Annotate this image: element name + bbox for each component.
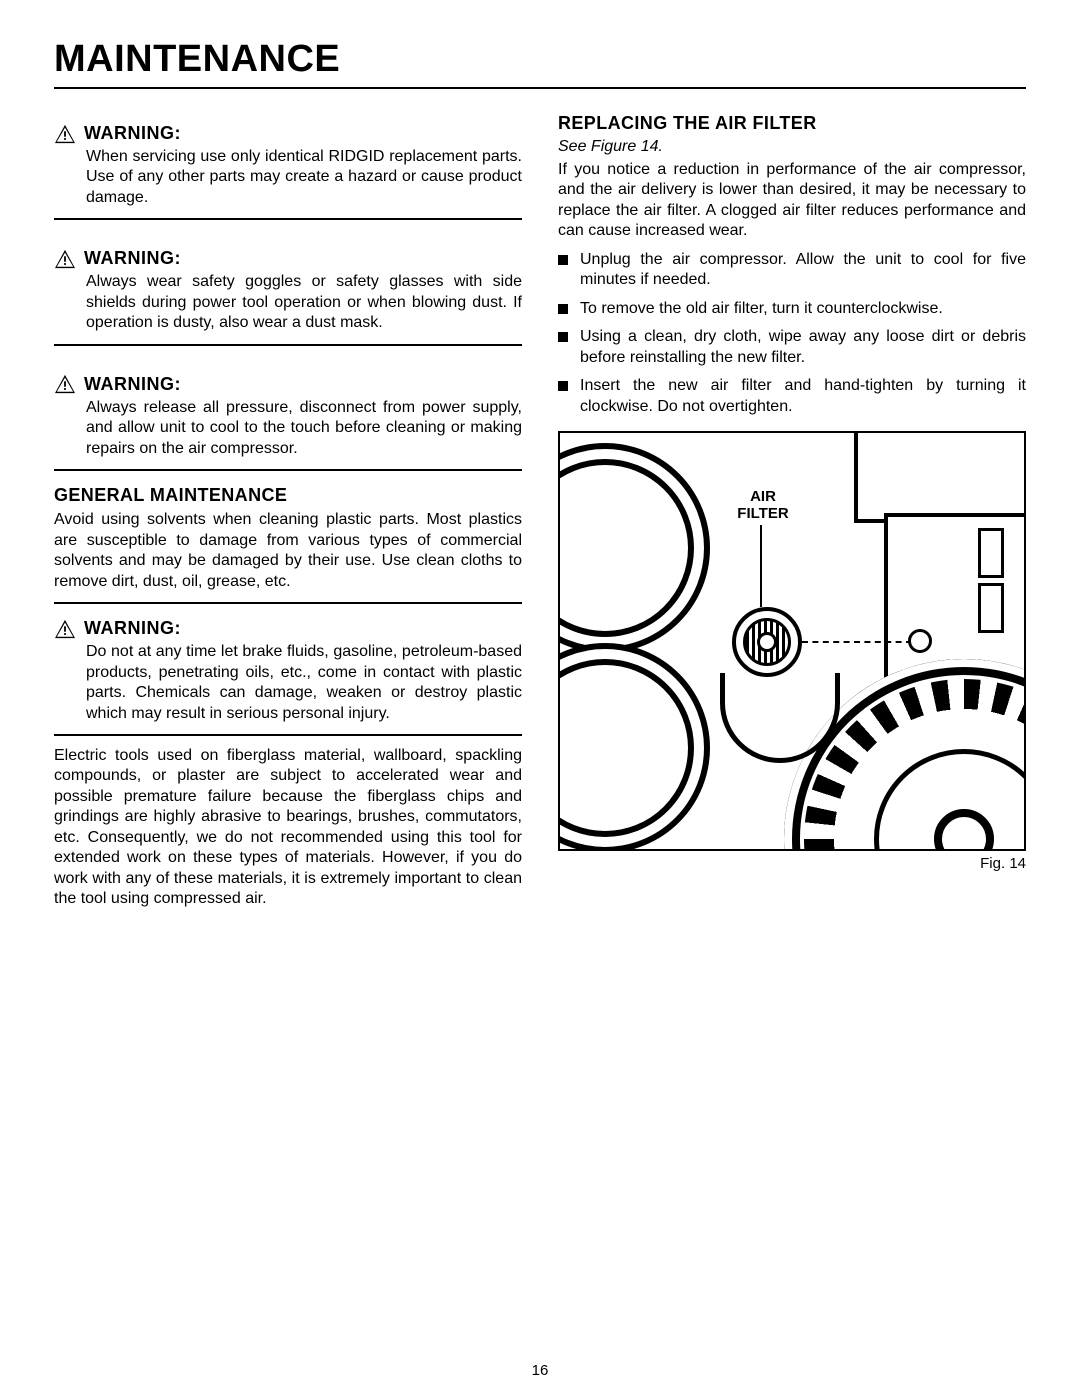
warning-body: When servicing use only identical RIDGID… xyxy=(86,147,522,208)
page-number: 16 xyxy=(0,1362,1080,1379)
general-maintenance-body: Avoid using solvents when cleaning plast… xyxy=(54,510,522,592)
warning-label: WARNING: xyxy=(84,618,181,639)
warning-label: WARNING: xyxy=(84,248,181,269)
replacing-intro: If you notice a reduction in performance… xyxy=(558,160,1026,242)
two-column-layout: WARNING: When servicing use only identic… xyxy=(54,113,1026,918)
warning-block-3: WARNING: Always release all pressure, di… xyxy=(54,374,522,471)
list-item: Using a clean, dry cloth, wipe away any … xyxy=(558,327,1026,368)
right-column: REPLACING THE AIR FILTER See Figure 14. … xyxy=(558,113,1026,918)
divider xyxy=(54,344,522,346)
steps-list: Unplug the air compressor. Allow the uni… xyxy=(558,250,1026,417)
see-figure-ref: See Figure 14. xyxy=(558,138,1026,156)
warning-triangle-icon xyxy=(54,249,76,269)
general-maintenance-head: GENERAL MAINTENANCE xyxy=(54,485,522,506)
warning-block-1: WARNING: When servicing use only identic… xyxy=(54,123,522,220)
warning-body: Do not at any time let brake fluids, gas… xyxy=(86,642,522,724)
warning-head: WARNING: xyxy=(54,618,522,639)
warning-label: WARNING: xyxy=(84,123,181,144)
divider xyxy=(54,469,522,471)
warning-block-4: WARNING: Do not at any time let brake fl… xyxy=(54,618,522,736)
warning-head: WARNING: xyxy=(54,248,522,269)
list-item: Insert the new air filter and hand-tight… xyxy=(558,376,1026,417)
figure-label-line2: FILTER xyxy=(737,505,788,522)
electric-tools-body: Electric tools used on fiberglass materi… xyxy=(54,746,522,910)
figure-illustration: AIR FILTER xyxy=(560,433,1024,849)
warning-head: WARNING: xyxy=(54,374,522,395)
list-item: To remove the old air filter, turn it co… xyxy=(558,299,1026,319)
page-title: MAINTENANCE xyxy=(54,38,1026,89)
warning-label: WARNING: xyxy=(84,374,181,395)
warning-triangle-icon xyxy=(54,124,76,144)
warning-head: WARNING: xyxy=(54,123,522,144)
figure-caption: Fig. 14 xyxy=(558,855,1026,872)
page: MAINTENANCE WARNING: When servicing use … xyxy=(0,0,1080,1397)
left-column: WARNING: When servicing use only identic… xyxy=(54,113,522,918)
figure-label-line1: AIR xyxy=(750,488,776,505)
figure-14: AIR FILTER xyxy=(558,431,1026,851)
divider xyxy=(54,218,522,220)
warning-block-2: WARNING: Always wear safety goggles or s… xyxy=(54,248,522,345)
warning-triangle-icon xyxy=(54,619,76,639)
list-item: Unplug the air compressor. Allow the uni… xyxy=(558,250,1026,291)
warning-body: Always release all pressure, disconnect … xyxy=(86,398,522,459)
divider xyxy=(54,734,522,736)
divider xyxy=(54,602,522,604)
figure-callout-label: AIR FILTER xyxy=(728,489,798,522)
warning-body: Always wear safety goggles or safety gla… xyxy=(86,272,522,333)
replacing-air-filter-head: REPLACING THE AIR FILTER xyxy=(558,113,1026,134)
warning-triangle-icon xyxy=(54,374,76,394)
